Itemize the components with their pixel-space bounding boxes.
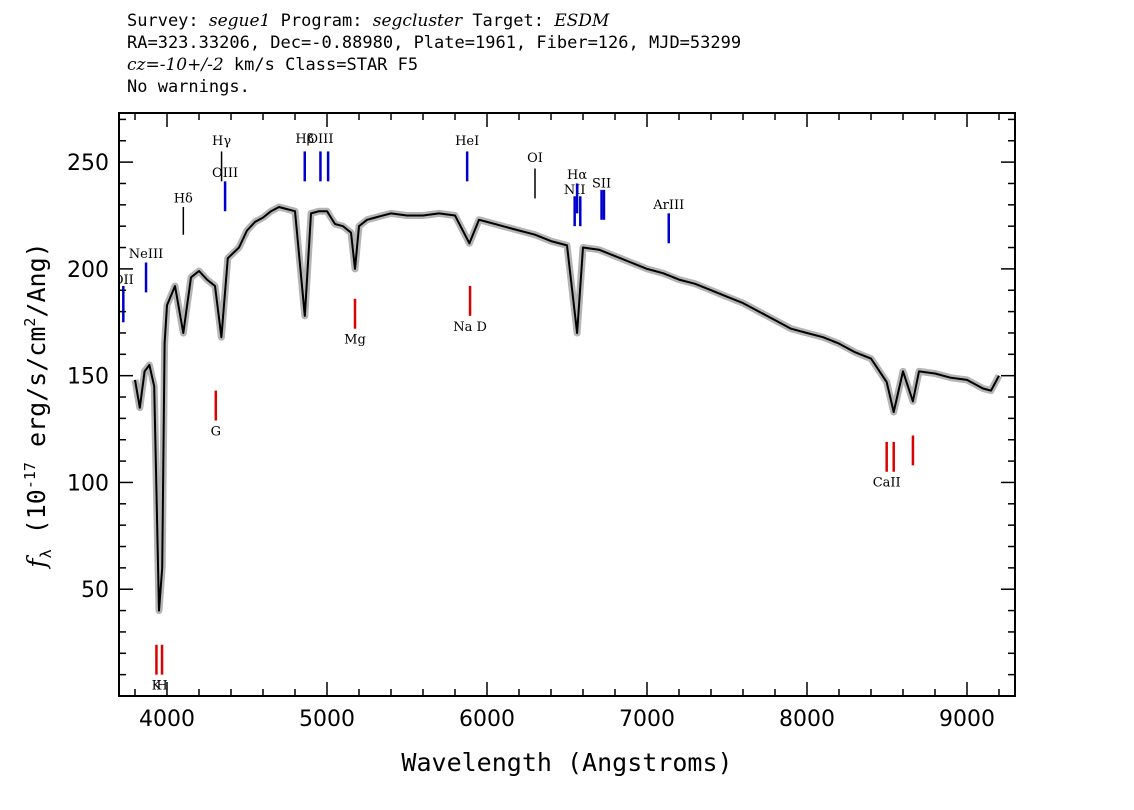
line-label-k: K xyxy=(152,679,162,694)
line-label-g: G xyxy=(211,424,221,439)
line-label-mg: Mg xyxy=(344,333,366,348)
cz-label: cz= xyxy=(127,55,160,75)
x-tick-label: 6000 xyxy=(459,707,515,732)
x-tick-label: 9000 xyxy=(939,707,995,732)
plot-frame xyxy=(118,112,1016,697)
spectrum-header: Survey: segue1 Program: segcluster Targe… xyxy=(127,10,741,98)
y-tick-label: 200 xyxy=(67,258,109,283)
line-label-hα: Hα xyxy=(567,168,587,183)
line-label-hei: HeI xyxy=(455,134,479,149)
line-label-sii: SII xyxy=(592,177,611,192)
program-value: segcluster xyxy=(372,11,463,31)
y-axis-title: fλ (10-17 erg/s/cm2/Ang) xyxy=(21,242,55,569)
cz-unit-class: km/s Class=STAR F5 xyxy=(223,55,419,75)
survey-label: Survey: xyxy=(127,11,209,31)
spectrum-series xyxy=(134,206,1000,612)
x-axis-title: Wavelength (Angstroms) xyxy=(401,748,732,777)
cz-value: -10+/-2 xyxy=(159,55,224,75)
flux-trace xyxy=(134,206,1000,612)
x-tick-label: 4000 xyxy=(139,707,195,732)
axis-tick-labels: 4000 5000 6000 7000 8000 9000 50 100 150 200 250 xyxy=(67,151,995,732)
x-tick-label: 8000 xyxy=(779,707,835,732)
line-label-hγ: Hγ xyxy=(212,134,231,149)
flux-error-trace xyxy=(131,203,1003,615)
line-label-oiii: OIII xyxy=(307,132,333,147)
line-label-oi: OI xyxy=(527,151,543,166)
line-label-hβ: Hβ xyxy=(295,132,314,147)
y-tick-label: 50 xyxy=(81,578,109,603)
line-label-ariii: ArIII xyxy=(652,198,684,213)
target-label: Target: xyxy=(462,11,555,31)
line-label-oii: OII xyxy=(113,273,134,288)
line-label-na-d: Na D xyxy=(453,320,487,335)
line-label-oiii: OIII xyxy=(212,166,238,181)
axis-ticks xyxy=(119,113,1015,696)
y-tick-label: 250 xyxy=(67,151,109,176)
line-label-hδ: Hδ xyxy=(174,192,193,207)
program-label: Program: xyxy=(270,11,373,31)
header-line-coordinates: RA=323.33206, Dec=-0.88980, Plate=1961, … xyxy=(127,33,742,53)
header-line-redshift: cz=-10+/-2 km/s Class=STAR F5 xyxy=(127,54,741,76)
y-tick-label: 100 xyxy=(67,471,109,496)
line-label-caii: CaII xyxy=(873,476,901,491)
header-line-survey: Survey: segue1 Program: segcluster Targe… xyxy=(127,10,741,32)
line-label-neiii: NeIII xyxy=(129,247,163,262)
line-label-nii: NII xyxy=(564,183,586,198)
line-label-h: H xyxy=(156,679,167,694)
flux-error-band xyxy=(131,203,1003,615)
survey-value: segue1 xyxy=(208,11,271,31)
target-value: ESDM xyxy=(554,11,610,31)
y-tick-label: 150 xyxy=(67,365,109,390)
x-tick-label: 7000 xyxy=(619,707,675,732)
header-line-warnings: No warnings. xyxy=(127,77,250,97)
x-tick-label: 5000 xyxy=(299,707,355,732)
